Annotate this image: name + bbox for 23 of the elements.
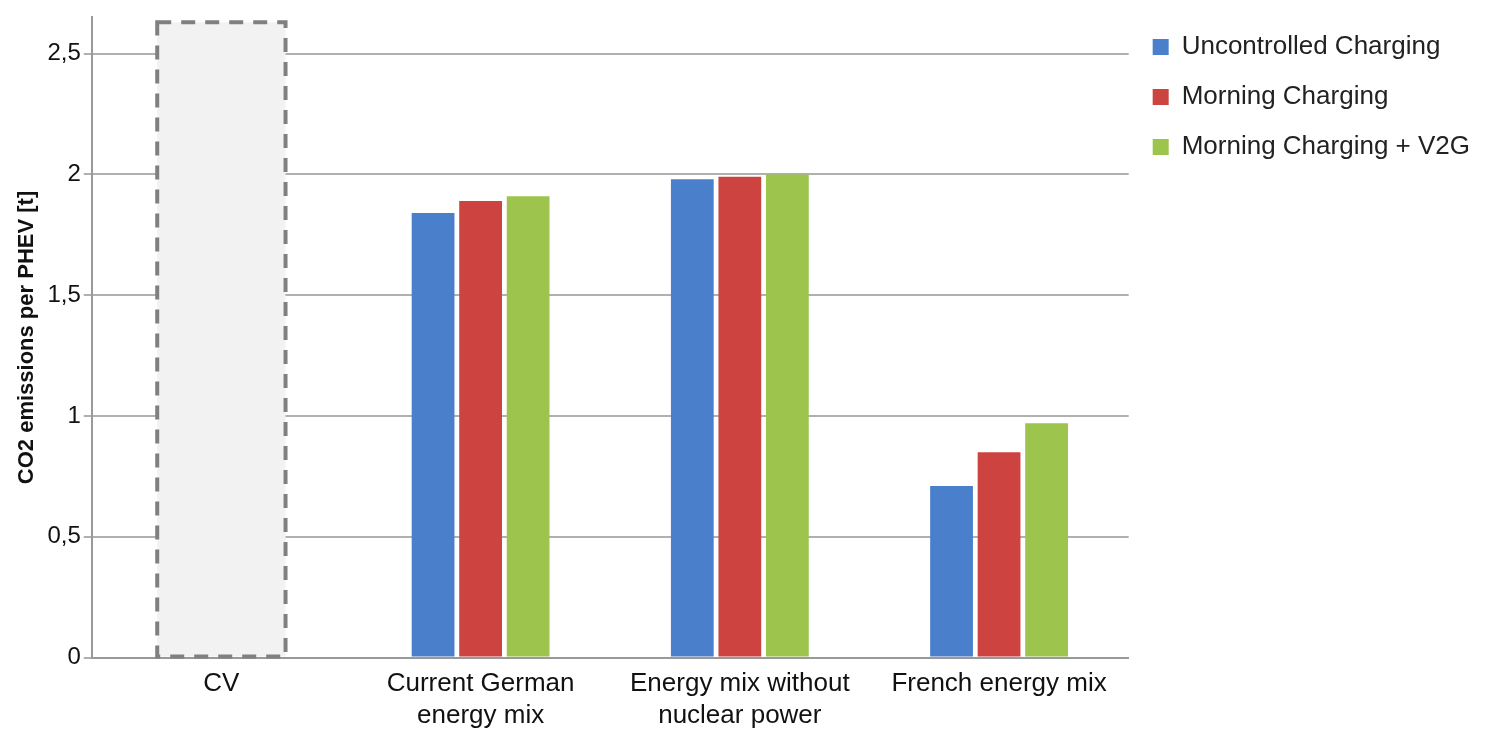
bar [718, 176, 762, 657]
y-tick-label: 1,5 [47, 279, 81, 307]
y-axis-title: CO2 emissions per PHEV [t] [13, 190, 39, 485]
legend-label: Morning Charging + V2G [1181, 130, 1470, 161]
bar [765, 174, 809, 657]
y-tick-label: 0 [67, 642, 81, 670]
x-tick-label: Energy mix without nuclear power [630, 667, 851, 729]
bar [459, 201, 502, 657]
y-tick-label: 2,5 [47, 38, 81, 66]
bar [1025, 423, 1068, 657]
bar [670, 179, 714, 657]
x-tick-label: French energy mix [891, 667, 1107, 698]
y-tick-label: 1 [67, 400, 81, 428]
bar [977, 452, 1021, 657]
y-tick-label: 2 [67, 159, 81, 187]
legend-label: Morning Charging [1181, 80, 1389, 111]
x-tick-label: CV [203, 667, 241, 698]
bar [411, 213, 455, 657]
bar [506, 196, 550, 657]
x-tick-label: Current German energy mix [386, 667, 575, 729]
y-tick-label: 0,5 [47, 521, 81, 549]
legend-label: Uncontrolled Charging [1181, 30, 1441, 61]
bar [930, 486, 973, 657]
